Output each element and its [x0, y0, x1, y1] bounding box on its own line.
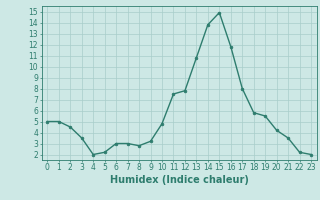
X-axis label: Humidex (Indice chaleur): Humidex (Indice chaleur) [110, 175, 249, 185]
